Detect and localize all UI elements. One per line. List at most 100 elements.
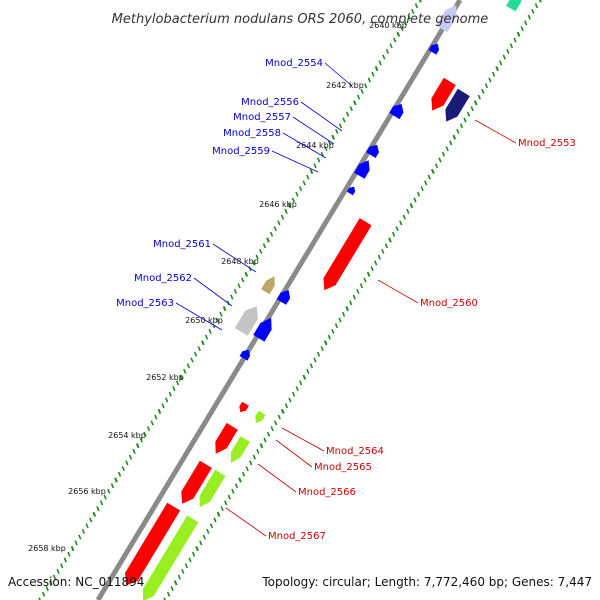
genome-summary-text: Topology: circular; Length: 7,772,460 bp… — [261, 575, 592, 589]
outer-scale-tick — [313, 357, 317, 363]
inner-scale-tick — [418, 0, 422, 3]
outer-scale-tick — [477, 94, 481, 100]
inner-scale-tick — [374, 65, 379, 72]
inner-scale-tick — [396, 31, 401, 37]
inner-scale-tick — [49, 580, 53, 586]
outer-scale-tick — [473, 100, 478, 106]
inner-scale-tick — [125, 460, 129, 466]
outer-scale-tick — [177, 574, 181, 580]
inner-scale-tick — [60, 563, 64, 569]
outer-scale-tick — [352, 294, 356, 300]
outer-scale-tick — [173, 580, 178, 586]
outer-scale-tick — [506, 48, 510, 54]
outer-scale-tick — [534, 3, 539, 9]
forward-gene-leader-line — [292, 116, 335, 145]
gene-block-reverse — [323, 218, 372, 291]
gene-block-reverse-shape — [125, 502, 181, 586]
inner-scale-tick — [364, 83, 368, 89]
inner-scale-tick — [193, 351, 198, 357]
outer-scale-tick — [295, 386, 299, 392]
gene-block-forward — [346, 186, 356, 196]
outer-scale-tick — [384, 243, 389, 249]
gene-block-forward-shape — [428, 43, 440, 55]
reverse-gene-leader-line — [275, 439, 313, 468]
outer-scale-tick — [470, 106, 474, 112]
inner-scale-tick — [356, 94, 361, 100]
forward-gene-label: Mnod_2557 — [233, 112, 291, 123]
outer-scale-tick — [277, 414, 281, 420]
inner-scale-tick — [327, 140, 332, 146]
outer-scale-tick — [452, 134, 457, 140]
inner-scale-tick — [331, 134, 335, 140]
inner-scale-tick — [52, 574, 57, 580]
forward-gene-leader-line — [212, 243, 257, 273]
outer-scale-tick — [245, 466, 249, 472]
reverse-gene-label: Mnod_2565 — [314, 462, 372, 473]
gene-block-olive — [261, 276, 275, 295]
gene-block-forward — [389, 104, 404, 120]
gene-block-forward — [366, 144, 379, 158]
outer-scale-tick — [509, 43, 514, 49]
inner-scale-tick — [233, 288, 238, 294]
ruler-tick-label: 2658 kbp — [28, 544, 66, 553]
outer-scale-tick — [463, 117, 467, 123]
outer-scale-tick — [441, 151, 446, 157]
gene-block-pale-shape — [436, 5, 457, 33]
outer-scale-tick — [495, 65, 499, 72]
outer-scale-tick — [516, 31, 521, 37]
outer-scale-tick — [513, 37, 517, 43]
outer-scale-tick — [256, 448, 260, 454]
inner-scale-tick — [154, 414, 158, 420]
inner-scale-tick — [244, 271, 249, 277]
inner-scale-tick — [414, 3, 419, 9]
gene-block-reverse — [239, 401, 249, 413]
ruler-tick-label: 2646 kbp — [259, 200, 297, 209]
inner-scale-tick — [287, 203, 292, 209]
inner-scale-tick — [284, 208, 288, 214]
reverse-gene-leader-line — [377, 279, 419, 304]
inner-scale-tick — [251, 260, 256, 266]
outer-scale-tick — [370, 266, 374, 272]
outer-scale-tick — [181, 568, 185, 574]
outer-scale-tick — [241, 471, 246, 477]
outer-scale-tick — [359, 283, 364, 289]
inner-scale-tick — [259, 248, 263, 254]
outer-scale-tick — [266, 431, 271, 437]
inner-scale-tick — [183, 368, 187, 374]
outer-scale-tick — [288, 397, 292, 403]
inner-scale-tick — [143, 431, 147, 437]
outer-scale-tick — [402, 214, 406, 220]
gene-block-teal-shape — [506, 0, 522, 12]
forward-gene-label: Mnod_2556 — [241, 97, 299, 108]
reverse-gene-leader-line — [474, 119, 517, 144]
inner-scale-tick — [403, 20, 408, 26]
forward-gene-leader-line — [324, 62, 353, 87]
outer-scale-tick — [231, 488, 235, 494]
inner-scale-tick — [212, 323, 216, 329]
inner-scale-tick — [92, 511, 97, 517]
outer-scale-tick — [220, 506, 224, 512]
gene-block-forward-shape — [389, 104, 404, 120]
gene-block-navy-shape — [445, 88, 470, 122]
outer-scale-tick — [456, 128, 460, 134]
outer-scale-tick — [309, 363, 314, 369]
gene-block-grey-shape — [234, 306, 258, 336]
inner-scale-tick — [295, 191, 299, 197]
inner-scale-tick — [313, 163, 317, 169]
inner-scale-tick — [266, 237, 270, 243]
outer-scale-tick — [391, 231, 396, 237]
ruler-tick-label: 2650 kbp — [185, 316, 223, 325]
inner-scale-tick — [360, 88, 364, 94]
inner-scale-tick — [324, 146, 328, 152]
inner-scale-tick — [371, 71, 375, 77]
outer-scale-tick — [499, 60, 503, 66]
gene-block-forward — [354, 160, 370, 179]
outer-scale-tick — [491, 71, 496, 77]
inner-scale-tick — [255, 254, 259, 260]
outer-scale-tick — [224, 500, 228, 506]
inner-scale-tick — [56, 568, 60, 574]
inner-scale-tick — [280, 214, 285, 220]
outer-scale-tick — [338, 317, 342, 323]
inner-scale-tick — [291, 197, 295, 203]
